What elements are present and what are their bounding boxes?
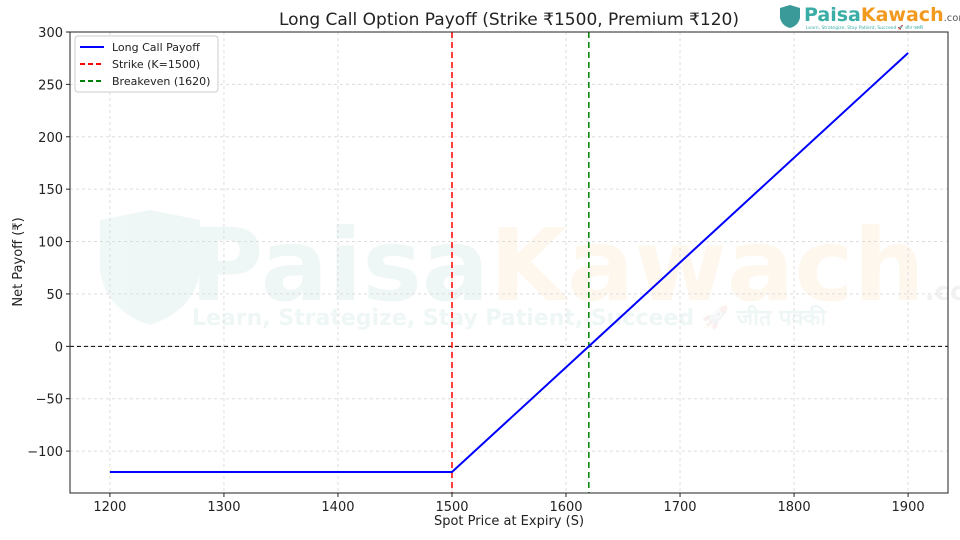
payoff-line [109, 52, 909, 474]
watermark-brand-b: Kawach [489, 207, 924, 324]
plot-frame [69, 31, 949, 494]
svg-text:PaisaKawach.com: PaisaKawach.com [804, 4, 960, 26]
x-tick-label: 1400 [321, 500, 354, 515]
y-axis-label: Net Payoff (₹) [11, 217, 26, 306]
logo-tagline: Learn, Strategize, Stay Patient, Succeed… [806, 24, 924, 31]
y-tick-label: −100 [27, 445, 63, 460]
legend-label: Breakeven (1620) [112, 75, 210, 88]
x-axis-label: Spot Price at Expiry (S) [434, 514, 584, 529]
x-tick-label: 1700 [663, 500, 696, 515]
logo-brand-a: Paisa [804, 4, 861, 26]
ticks: 1200 1300 1400 1500 1600 1700 1800 1900 −100 −50 0… [27, 26, 924, 515]
logo-shield-icon [780, 5, 800, 28]
chart-title: Long Call Option Payoff (Strike ₹1500, P… [279, 10, 739, 30]
watermark-brand-a: Paisa [190, 207, 489, 324]
y-tick-label: 0 [55, 340, 63, 355]
watermark-tagline: Learn, Strategize, Stay Patient, Succeed… [192, 304, 827, 331]
legend-label: Long Call Payoff [112, 41, 200, 54]
x-tick-label: 1900 [892, 500, 925, 515]
y-tick-label: 250 [38, 78, 63, 93]
y-tick-label: 200 [38, 131, 63, 146]
logo-brand-b: Kawach [861, 4, 944, 26]
x-tick-label: 1600 [549, 500, 582, 515]
watermark-suffix: .com [925, 277, 960, 307]
x-tick-label: 1300 [207, 500, 240, 515]
watermark: PaisaKawach.com Learn, Strategize, Stay … [100, 207, 960, 331]
y-tick-label: 50 [46, 288, 63, 303]
y-tick-label: 100 [38, 236, 63, 251]
x-tick-label: 1800 [778, 500, 811, 515]
svg-text:PaisaKawach.com: PaisaKawach.com [190, 207, 960, 324]
lines [70, 32, 948, 493]
watermark-shield-icon [100, 210, 200, 325]
legend: Long Call Payoff Strike (K=1500) Breakeven… [74, 35, 219, 93]
y-tick-label: −50 [36, 393, 63, 408]
y-tick-label: 150 [38, 183, 63, 198]
legend-label: Strike (K=1500) [112, 58, 200, 71]
x-tick-label: 1200 [93, 500, 126, 515]
y-tick-label: 300 [38, 26, 63, 41]
x-tick-label: 1500 [435, 500, 468, 515]
logo-suffix: .com [944, 13, 960, 24]
logo: PaisaKawach.com Learn, Strategize, Stay … [780, 4, 960, 31]
